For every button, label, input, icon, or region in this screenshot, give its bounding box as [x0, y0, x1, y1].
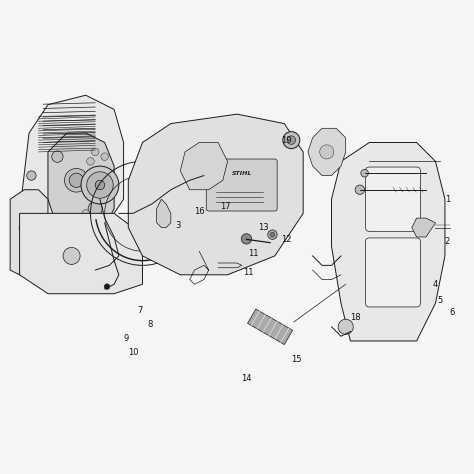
Text: 15: 15	[291, 356, 301, 365]
Text: 14: 14	[241, 374, 252, 383]
Text: 6: 6	[449, 308, 455, 317]
Circle shape	[268, 230, 277, 239]
Circle shape	[104, 284, 110, 290]
Circle shape	[355, 185, 365, 194]
Text: 10: 10	[128, 348, 138, 357]
FancyBboxPatch shape	[365, 167, 420, 231]
Circle shape	[27, 171, 36, 180]
Text: 4: 4	[433, 280, 438, 289]
Circle shape	[81, 166, 119, 204]
Circle shape	[101, 153, 109, 160]
Polygon shape	[412, 218, 436, 237]
Text: 5: 5	[438, 296, 443, 305]
Circle shape	[287, 136, 296, 145]
Circle shape	[88, 201, 102, 216]
Circle shape	[64, 168, 88, 192]
Polygon shape	[180, 143, 228, 190]
FancyBboxPatch shape	[206, 159, 277, 211]
Circle shape	[338, 319, 353, 334]
Text: 12: 12	[282, 235, 292, 244]
Circle shape	[63, 247, 80, 264]
Text: 17: 17	[220, 202, 230, 211]
Text: 1: 1	[445, 195, 450, 204]
Text: 9: 9	[123, 334, 128, 343]
Text: STIHL: STIHL	[231, 171, 252, 176]
Circle shape	[87, 157, 94, 165]
Circle shape	[19, 220, 34, 235]
Circle shape	[87, 172, 113, 198]
Circle shape	[52, 151, 63, 162]
Text: 19: 19	[282, 136, 292, 145]
Circle shape	[283, 132, 300, 149]
Circle shape	[361, 169, 368, 177]
Text: 13: 13	[258, 223, 268, 232]
Text: 16: 16	[194, 207, 204, 216]
Text: 18: 18	[350, 313, 360, 322]
Text: 2: 2	[445, 237, 450, 246]
Text: 7: 7	[137, 306, 143, 315]
Polygon shape	[10, 190, 48, 275]
Text: 11: 11	[248, 249, 259, 258]
Circle shape	[241, 234, 252, 244]
Polygon shape	[19, 213, 143, 294]
FancyBboxPatch shape	[365, 238, 420, 307]
Text: 3: 3	[175, 221, 181, 230]
Polygon shape	[48, 133, 114, 237]
Polygon shape	[247, 309, 292, 345]
Circle shape	[270, 232, 275, 237]
Text: 8: 8	[147, 320, 152, 329]
Polygon shape	[331, 143, 445, 341]
Circle shape	[319, 145, 334, 159]
Circle shape	[82, 210, 90, 217]
Circle shape	[27, 200, 35, 208]
Circle shape	[91, 148, 99, 156]
Polygon shape	[308, 128, 346, 175]
Polygon shape	[128, 114, 303, 275]
Polygon shape	[156, 199, 171, 228]
Circle shape	[69, 173, 83, 187]
Text: 11: 11	[244, 268, 254, 277]
Polygon shape	[19, 95, 124, 237]
Circle shape	[95, 180, 105, 190]
